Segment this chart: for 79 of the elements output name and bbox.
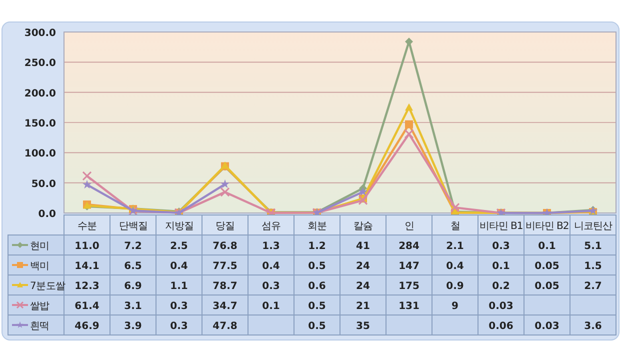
y-tick-label: 250.0 (24, 58, 56, 70)
legend-label: 흰떡 (30, 321, 50, 332)
data-label: 3.6 (584, 321, 602, 332)
y-tick-label: 300.0 (24, 28, 56, 39)
x-tick-label: 철 (450, 221, 460, 232)
data-label: 24 (356, 261, 370, 272)
data-label: 0.05 (534, 281, 560, 292)
data-label: 1.5 (584, 261, 602, 272)
x-tick-label: 당질 (216, 221, 234, 232)
data-label: 284 (398, 241, 420, 252)
data-label: 0.4 (446, 261, 464, 272)
data-label: 5.1 (584, 241, 602, 252)
data-label: 0.9 (446, 281, 464, 292)
x-tick-label: 비타민 B2 (525, 221, 569, 232)
y-tick-label: 50.0 (31, 178, 56, 190)
data-label: 0.03 (488, 301, 514, 312)
data-label: 46.9 (74, 321, 100, 332)
data-label: 1.1 (170, 281, 188, 292)
data-label: 0.3 (170, 301, 188, 312)
y-tick-label: 0.0 (38, 209, 56, 220)
data-label: 0.5 (308, 301, 326, 312)
data-label: 0.06 (488, 321, 514, 332)
data-label: 1.3 (262, 241, 280, 252)
x-tick-label: 비타민 B1 (479, 221, 523, 232)
data-label: 0.5 (308, 321, 326, 332)
y-tick-label: 100.0 (24, 148, 56, 160)
y-tick-label: 150.0 (24, 118, 56, 130)
data-label: 0.05 (534, 261, 560, 272)
x-tick-label: 회분 (308, 221, 327, 232)
data-label: 0.3 (170, 321, 188, 332)
data-label: 2.5 (170, 241, 188, 252)
x-tick-label: 섬유 (262, 221, 281, 232)
data-label: 3.1 (124, 301, 142, 312)
data-label: 0.1 (538, 241, 556, 252)
legend-label: 쌀밥 (30, 301, 50, 312)
data-label: 34.7 (212, 301, 238, 312)
x-tick-label: 인 (404, 221, 414, 232)
data-label: 21 (356, 301, 370, 312)
data-label: 11.0 (74, 241, 100, 252)
data-label: 175 (398, 281, 420, 292)
data-label: 0.6 (308, 281, 326, 292)
legend-label: 백미 (30, 261, 50, 272)
data-label: 3.9 (124, 321, 142, 332)
data-label: 131 (398, 301, 420, 312)
data-label: 6.5 (124, 261, 142, 272)
data-label: 9 (452, 301, 459, 312)
data-label: 2.7 (584, 281, 602, 292)
data-label: 0.4 (170, 261, 188, 272)
data-label: 24 (356, 281, 370, 292)
data-label: 0.3 (492, 241, 510, 252)
data-label: 147 (398, 261, 420, 272)
data-label: 6.9 (124, 281, 142, 292)
data-label: 0.1 (262, 301, 280, 312)
data-label: 12.3 (74, 281, 100, 292)
data-label: 14.1 (74, 261, 100, 272)
data-label: 47.8 (212, 321, 238, 332)
x-tick-label: 지방질 (164, 221, 194, 232)
data-label: 0.5 (308, 261, 326, 272)
x-tick-label: 단백질 (118, 221, 148, 232)
legend-label: 7분도쌀 (30, 281, 66, 292)
data-label: 7.2 (124, 241, 142, 252)
data-label: 77.5 (212, 261, 238, 272)
data-label: 0.1 (492, 261, 510, 272)
data-label: 78.7 (212, 281, 238, 292)
data-label: 0.2 (492, 281, 510, 292)
x-tick-label: 수분 (78, 221, 97, 232)
data-label: 0.4 (262, 261, 280, 272)
x-tick-label: 칼슘 (354, 221, 373, 232)
x-tick-label: 니코틴산 (574, 221, 612, 232)
data-label: 1.2 (308, 241, 326, 252)
data-label: 41 (356, 241, 370, 252)
data-label: 76.8 (212, 241, 238, 252)
data-label: 0.03 (534, 321, 560, 332)
data-label: 0.3 (262, 281, 280, 292)
data-label: 35 (356, 321, 370, 332)
legend-label: 현미 (30, 241, 50, 252)
data-label: 61.4 (74, 301, 100, 312)
data-label: 2.1 (446, 241, 464, 252)
y-tick-label: 200.0 (24, 88, 56, 100)
